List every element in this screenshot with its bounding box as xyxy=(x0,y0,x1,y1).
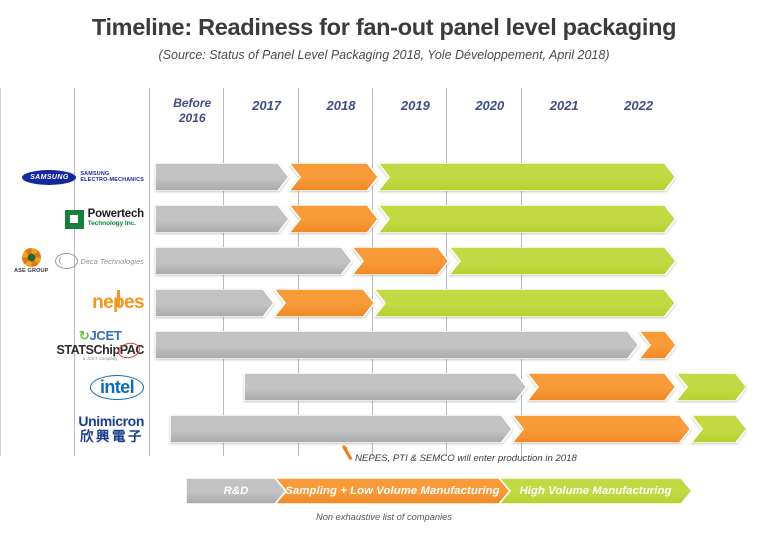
bar-segment-hvm xyxy=(374,289,676,317)
legend-item-sampling: Sampling + Low Volume Manufacturing xyxy=(275,478,510,504)
timeline-row xyxy=(0,163,768,191)
year-label-line2: 2016 xyxy=(178,111,206,125)
ase-gear-icon xyxy=(21,248,41,267)
samsung-wordmark: SAMSUNG xyxy=(22,169,77,185)
chart-legend: R&D Sampling + Low Volume Manufacturing … xyxy=(186,478,714,504)
jcet-wordmark: ↻JCET xyxy=(78,327,122,343)
legend-item-hvm: High Volume Manufacturing xyxy=(499,478,692,504)
annotation-arrow-icon xyxy=(342,445,353,461)
bar-segment-hvm xyxy=(378,163,676,191)
bar-segment-sampling xyxy=(288,205,379,233)
bar-segment-sampling xyxy=(352,247,449,275)
logo-unimicron: Unimicron 欣興電子 xyxy=(78,414,144,444)
page-title: Timeline: Readiness for fan-out panel le… xyxy=(91,14,677,40)
bar-segment-hvm xyxy=(448,247,676,275)
legend-item-rd: R&D xyxy=(186,478,286,504)
bar-segment-sampling xyxy=(274,289,375,317)
unimicron-chinese-name: 欣興電子 xyxy=(80,429,144,445)
year-label-2017: 2017 xyxy=(252,98,282,113)
logo-powertech: Powertech Technology Inc. xyxy=(64,208,145,229)
gridline-2017 xyxy=(74,88,76,456)
chart-plot-area: Before 2016 2017 2018 2019 2020 2021 2022 xyxy=(0,88,768,458)
logo-nepes: nepes xyxy=(92,290,145,314)
year-label-2019: 2019 xyxy=(400,98,430,113)
company-logo-cell: ASE GROUP Deca Technologies xyxy=(0,242,150,280)
annotation-text: NEPES, PTI & SEMCO will enter production… xyxy=(355,453,577,464)
unimicron-wordmark: Unimicron xyxy=(78,413,144,430)
bar-segment-rd xyxy=(155,331,639,359)
year-label-2022: 2022 xyxy=(624,98,654,113)
chart-source-subtitle: (Source: Status of Panel Level Packaging… xyxy=(158,48,610,62)
deca-technologies-label: Deca Technologies xyxy=(80,256,144,266)
company-logo-cell: ↻JCET STATSChipPAC a JCET Company xyxy=(0,326,150,364)
logo-intel: intel xyxy=(89,374,144,400)
timeline-row xyxy=(0,289,768,317)
company-logo-cell: intel xyxy=(0,368,150,406)
timeline-row xyxy=(0,205,768,233)
gridline-2016 xyxy=(0,88,1,456)
timeline-row xyxy=(0,247,768,275)
deca-technologies-logo: Deca Technologies xyxy=(54,253,145,269)
gridline-2018 xyxy=(148,88,150,456)
bar-segment-rd xyxy=(155,247,353,275)
logo-samsung-electro-mechanics: SAMSUNG SAMSUNG ELECTRO-MECHANICS xyxy=(22,169,144,185)
timeline-row xyxy=(0,415,768,443)
bar-segment-sampling xyxy=(288,163,379,191)
logo-ase-deca: ASE GROUP Deca Technologies xyxy=(14,248,144,274)
deca-ellipse-icon xyxy=(54,253,78,269)
year-label-2020: 2020 xyxy=(475,98,505,113)
statschippac-tagline: a JCET Company xyxy=(82,356,118,362)
bar-segment-rd xyxy=(244,373,527,401)
ase-group-logo: ASE GROUP xyxy=(14,248,48,274)
company-logo-cell: nepes xyxy=(0,284,150,322)
company-logo-cell: Unimicron 欣興電子 xyxy=(0,410,150,448)
company-logo-cell: Powertech Technology Inc. xyxy=(0,200,150,238)
year-label-2018: 2018 xyxy=(326,98,356,113)
bar-segment-sampling xyxy=(527,373,676,401)
logo-jcet-statschippac: ↻JCET STATSChipPAC a JCET Company xyxy=(56,329,144,362)
bar-segment-rd xyxy=(155,205,289,233)
timeline-row xyxy=(0,373,768,401)
year-label-line1: Before xyxy=(173,96,212,110)
ase-group-label: ASE GROUP xyxy=(14,268,49,274)
bar-segment-rd xyxy=(155,289,275,317)
gridline-2022 xyxy=(446,88,448,456)
bar-segment-rd xyxy=(169,415,513,443)
bar-segment-sampling xyxy=(512,415,691,443)
year-label-2021: 2021 xyxy=(549,98,579,113)
bar-segment-hvm xyxy=(378,205,676,233)
bar-segment-hvm xyxy=(675,373,747,401)
bar-segment-sampling xyxy=(638,331,676,359)
legend-footnote: Non exhaustive list of companies xyxy=(316,512,452,522)
bar-segment-rd xyxy=(155,163,289,191)
samsung-electro-mechanics-text: SAMSUNG ELECTRO-MECHANICS xyxy=(80,170,144,183)
timeline-row xyxy=(0,331,768,359)
bar-segment-hvm xyxy=(690,415,747,443)
powertech-text: Powertech Technology Inc. xyxy=(87,208,145,227)
powertech-square-icon xyxy=(64,209,84,229)
year-label-2016: Before 2016 xyxy=(155,96,229,126)
statschippac-wordmark: STATSChipPAC xyxy=(56,340,144,360)
nepes-wordmark: nepes xyxy=(92,290,145,314)
intel-wordmark: intel xyxy=(89,374,144,400)
company-logo-cell: SAMSUNG SAMSUNG ELECTRO-MECHANICS xyxy=(0,158,150,196)
